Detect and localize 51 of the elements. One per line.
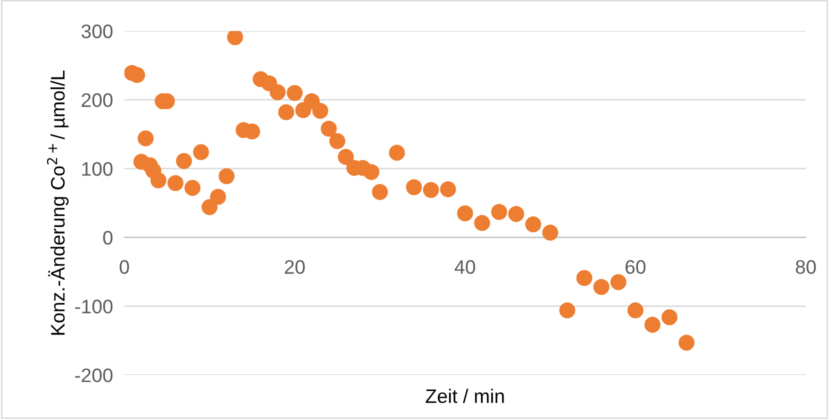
point <box>329 133 346 150</box>
point <box>138 130 154 146</box>
point <box>372 184 388 200</box>
y-axis-title: Konz.-Änderung Co$^{2+}$/ µmol/L <box>46 70 69 335</box>
point <box>440 181 456 198</box>
x-tick-label: 0 <box>120 260 129 274</box>
point <box>363 164 380 180</box>
point <box>227 31 244 46</box>
point <box>210 188 226 205</box>
x-tick-label: 80 <box>796 260 816 274</box>
point <box>202 199 218 216</box>
point <box>423 182 439 198</box>
x-axis-title: Zeit / min <box>426 388 504 404</box>
y-tick-label: -200 <box>75 368 112 382</box>
point <box>593 278 610 295</box>
point <box>457 205 474 222</box>
y-tick-label: 100 <box>82 162 112 176</box>
point <box>406 179 422 196</box>
point <box>491 204 508 220</box>
x-tick-label: 40 <box>454 260 476 274</box>
x-tick-label: 20 <box>284 260 305 274</box>
point <box>610 274 626 290</box>
point <box>320 120 337 137</box>
point <box>150 172 166 188</box>
point <box>286 84 303 101</box>
point <box>270 84 286 100</box>
point <box>508 206 524 222</box>
point <box>184 180 200 196</box>
y-tick-label: 300 <box>82 24 112 38</box>
point <box>525 216 542 232</box>
point <box>218 168 235 184</box>
point <box>576 270 592 286</box>
y-tick-label: -100 <box>75 300 112 314</box>
y-tick-label: 200 <box>82 93 112 108</box>
point <box>304 93 320 110</box>
point <box>644 316 660 333</box>
point <box>559 302 576 318</box>
y-tick-label: 0 <box>103 230 112 245</box>
x-tick-label: 60 <box>626 260 646 274</box>
point <box>278 104 294 120</box>
point <box>662 309 678 326</box>
point <box>312 102 328 119</box>
point <box>678 334 695 351</box>
point <box>627 302 644 318</box>
point <box>388 144 405 161</box>
point <box>338 148 354 165</box>
point <box>176 153 192 170</box>
point <box>542 224 558 241</box>
point <box>193 144 209 160</box>
point <box>474 214 490 231</box>
point <box>167 175 184 192</box>
